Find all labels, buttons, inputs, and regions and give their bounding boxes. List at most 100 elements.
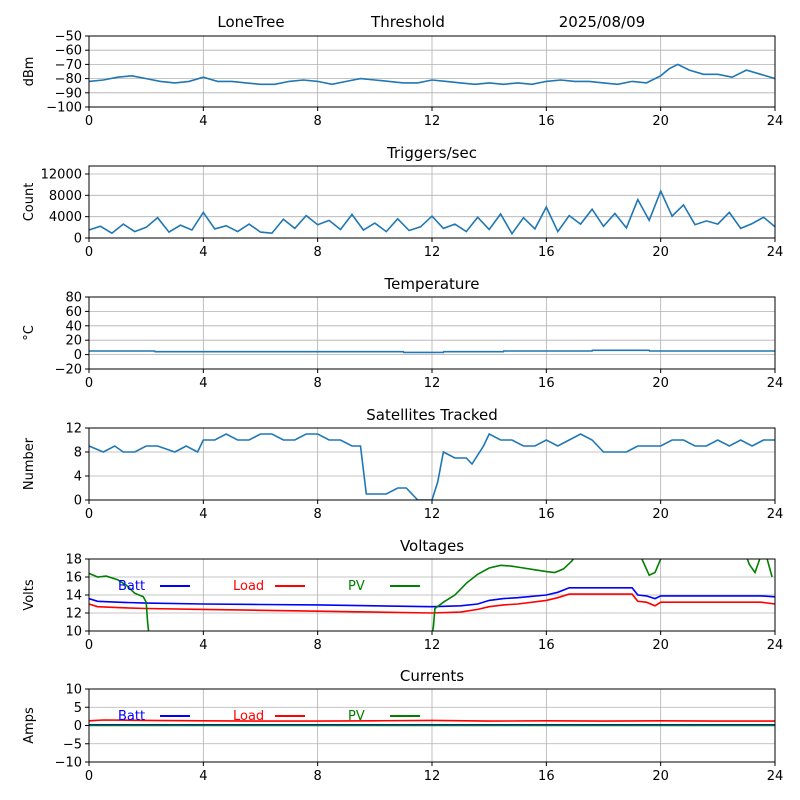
series-line-load: [89, 593, 775, 614]
x-tick-label: 20: [652, 769, 669, 784]
y-tick-label: −20: [55, 363, 82, 378]
x-tick-label: 16: [538, 507, 555, 522]
x-tick-label: 24: [767, 376, 784, 391]
x-tick-label: 16: [538, 769, 555, 784]
chart-panel-4: 0 4 8 12 16 20 24 10 12 14 16 18 Voltages Volts Batt Lo…: [22, 537, 783, 653]
chart-panel-1: 0 4 8 12 16 20 24 0 4000 8000 12000 Triggers/sec Cou…: [22, 144, 783, 260]
x-tick-label: 12: [424, 638, 441, 653]
y-tick-label: −5: [63, 737, 82, 752]
x-tick-label: 20: [652, 245, 669, 260]
x-tick-label: 24: [767, 114, 784, 129]
x-tick-label: 24: [767, 638, 784, 653]
x-tick-label: 24: [767, 507, 784, 522]
x-tick-label: 20: [652, 376, 669, 391]
y-tick-label: 0: [74, 232, 82, 247]
y-tick-label: 20: [65, 334, 82, 349]
x-tick-label: 16: [538, 245, 555, 260]
x-tick-label: 16: [538, 638, 555, 653]
x-tick-label: 0: [85, 245, 93, 260]
legend-label-pv: PV: [348, 579, 365, 594]
y-tick-label: −100: [46, 101, 82, 116]
x-tick-label: 4: [199, 114, 207, 129]
x-tick-label: 0: [85, 114, 93, 129]
series-line-pv: [89, 559, 773, 631]
chart-panel-3: 0 4 8 12 16 20 24 0 4 8 12 Satellites Tracked Number: [22, 406, 783, 522]
series-line-0: [89, 189, 775, 236]
x-tick-label: 24: [767, 769, 784, 784]
y-tick-label: −70: [55, 58, 82, 73]
chart-title: Satellites Tracked: [366, 406, 497, 424]
chart-title: Temperature: [383, 275, 479, 293]
y-axis-label: dBm: [22, 57, 37, 87]
y-tick-label: −90: [55, 86, 82, 101]
x-tick-label: 20: [652, 114, 669, 129]
x-tick-label: 8: [314, 507, 322, 522]
chart-panel-0: 0 4 8 12 16 20 24 −100−90−80−70−60−50 dBm: [22, 30, 783, 130]
x-tick-label: 12: [424, 769, 441, 784]
x-tick-label: 8: [314, 376, 322, 391]
y-tick-label: 8: [74, 446, 82, 461]
x-tick-label: 8: [314, 638, 322, 653]
x-tick-label: 12: [424, 245, 441, 260]
header-station: LoneTree: [217, 13, 284, 31]
x-tick-label: 0: [85, 507, 93, 522]
x-tick-label: 4: [199, 769, 207, 784]
x-tick-label: 0: [85, 769, 93, 784]
y-axis-label: Number: [22, 437, 37, 490]
y-tick-label: −60: [55, 44, 82, 59]
series-line-load: [89, 719, 775, 722]
series-line-0: [89, 432, 775, 500]
y-tick-label: 18: [65, 553, 82, 568]
x-tick-label: 12: [424, 507, 441, 522]
chart-title: Currents: [400, 667, 464, 685]
legend-label-batt: Batt: [118, 709, 145, 724]
x-tick-label: 8: [314, 114, 322, 129]
y-tick-label: 0: [74, 348, 82, 363]
legend-label-load: Load: [233, 709, 264, 724]
y-tick-label: 16: [65, 571, 82, 586]
y-tick-label: 4: [74, 470, 82, 485]
x-tick-label: 12: [424, 114, 441, 129]
legend-label-batt: Batt: [118, 579, 145, 594]
y-tick-label: −80: [55, 72, 82, 87]
header-date: 2025/08/09: [559, 13, 645, 31]
series-line-batt: [89, 586, 775, 608]
x-tick-label: 24: [767, 245, 784, 260]
y-tick-label: 5: [74, 701, 82, 716]
y-axis-label: Volts: [22, 579, 37, 611]
header-mode: Threshold: [370, 13, 445, 31]
y-tick-label: 14: [65, 589, 82, 604]
x-tick-label: 20: [652, 638, 669, 653]
x-tick-label: 4: [199, 507, 207, 522]
y-tick-label: 40: [65, 319, 82, 334]
x-tick-label: 8: [314, 245, 322, 260]
x-tick-label: 4: [199, 638, 207, 653]
y-tick-label: −50: [55, 30, 82, 45]
y-axis-label: Amps: [22, 707, 37, 744]
x-tick-label: 0: [85, 376, 93, 391]
x-tick-label: 20: [652, 507, 669, 522]
chart-title: Voltages: [400, 537, 464, 555]
y-tick-label: 80: [65, 291, 82, 306]
legend-label-pv: PV: [348, 709, 365, 724]
series-line-0: [89, 63, 775, 86]
x-tick-label: 12: [424, 376, 441, 391]
x-tick-label: 16: [538, 376, 555, 391]
y-tick-label: 8000: [49, 189, 82, 204]
x-tick-label: 0: [85, 638, 93, 653]
x-tick-label: 4: [199, 376, 207, 391]
y-tick-label: 0: [74, 719, 82, 734]
y-axis-label: Count: [22, 183, 37, 222]
y-tick-label: 12000: [41, 168, 82, 183]
series-line-0: [89, 349, 775, 354]
chart-title: Triggers/sec: [386, 144, 477, 162]
y-tick-label: 0: [74, 494, 82, 509]
x-tick-label: 4: [199, 245, 207, 260]
y-tick-label: 10: [65, 683, 82, 698]
y-tick-label: 10: [65, 625, 82, 640]
chart-panel-5: 0 4 8 12 16 20 24 −10 −5 0 5 10 Currents Amps Batt Load…: [22, 667, 783, 784]
y-tick-label: 12: [65, 422, 82, 437]
y-tick-label: 12: [65, 607, 82, 622]
